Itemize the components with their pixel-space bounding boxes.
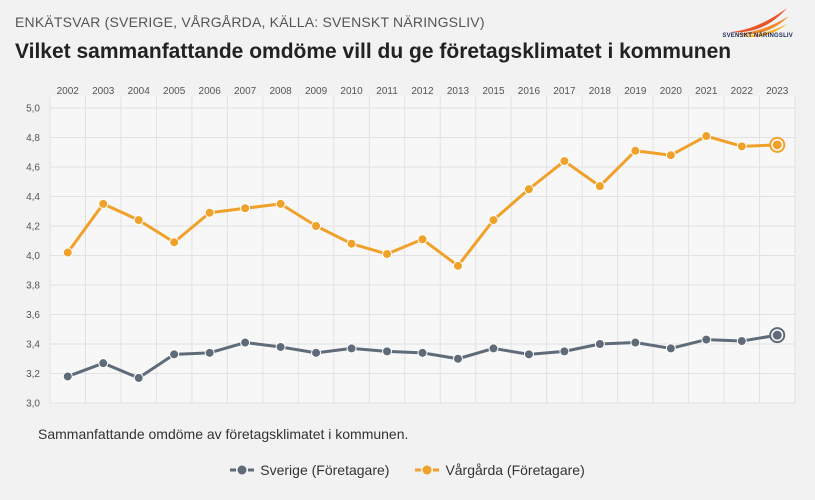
data-point-sverige [452,353,463,364]
y-tick-label: 4,6 [26,163,40,174]
data-point-vargarda [559,156,570,167]
x-tick-label: 2020 [660,86,683,97]
data-point-sverige [736,336,747,347]
data-point-sverige [240,337,251,348]
x-tick-label: 2023 [766,86,789,97]
legend-swatch-sverige-icon [230,465,255,475]
data-point-sverige [594,339,605,349]
x-tick-label: 2018 [589,86,612,97]
legend-item-sverige[interactable]: Sverige (Företagare) [230,462,389,478]
x-tick-label: 2017 [553,86,576,97]
x-tick-label: 2011 [376,86,398,97]
data-point-sverige [169,349,180,360]
data-point-sverige [523,349,534,360]
y-tick-label: 3,0 [26,399,40,410]
data-point-vargarda [169,237,180,248]
data-point-vargarda [594,181,605,192]
data-point-vargarda [452,260,463,271]
x-tick-label: 2006 [199,86,222,97]
data-point-sverige [382,346,393,357]
x-tick-label: 2007 [234,86,257,97]
svenskt-naringsliv-logo-icon [731,8,789,37]
data-point-vargarda [311,221,322,231]
data-point-vargarda [382,249,393,260]
y-tick-label: 5,0 [26,104,40,115]
data-point-sverige [559,346,570,357]
data-point-sverige [701,334,712,345]
data-point-vargarda [665,150,676,161]
x-tick-label: 2016 [518,86,541,97]
data-point-sverige [772,330,782,340]
x-tick-label: 2009 [305,86,328,97]
data-point-sverige [488,343,499,354]
data-point-sverige [311,347,322,358]
data-point-vargarda [275,198,286,209]
y-tick-label: 4,2 [26,222,40,233]
data-point-vargarda [62,247,73,258]
y-tick-label: 3,8 [26,281,40,292]
legend-swatch-vargarda-icon [415,465,440,475]
x-tick-label: 2022 [731,86,754,97]
x-tick-label: 2012 [411,86,434,97]
data-point-vargarda [417,234,428,245]
x-tick-label: 2019 [624,86,647,97]
data-point-sverige [275,341,286,352]
x-tick-label: 2002 [57,86,80,97]
data-point-vargarda [346,238,357,249]
x-tick-label: 2004 [128,86,151,97]
data-point-sverige [346,343,357,354]
y-tick-label: 3,2 [26,369,40,380]
data-point-sverige [204,347,215,358]
y-tick-label: 3,4 [26,340,40,351]
data-point-vargarda [240,203,251,214]
data-point-vargarda [630,145,641,156]
data-point-sverige [62,371,73,382]
data-point-vargarda [488,215,499,226]
y-tick-label: 3,6 [26,310,40,321]
legend-label-vargarda: Vårgårda (Företagare) [445,462,585,478]
data-point-vargarda [736,141,747,152]
y-tick-label: 4,4 [26,192,40,203]
data-point-sverige [133,372,144,383]
data-point-vargarda [204,207,215,218]
x-tick-label: 2010 [340,86,363,97]
data-point-vargarda [98,198,109,209]
data-point-sverige [417,347,428,358]
data-point-vargarda [772,140,782,150]
chart-caption: Sammanfattande omdöme av företagsklimate… [38,426,409,442]
legend-item-vargarda[interactable]: Vårgårda (Företagare) [415,462,585,478]
logo-text: SVENSKT NÄRINGSLIV [722,33,793,39]
x-tick-label: 2003 [92,86,115,97]
data-point-sverige [665,343,676,354]
data-point-vargarda [523,184,534,195]
legend-label-sverige: Sverige (Företagare) [260,462,390,478]
x-tick-label: 2013 [447,86,470,97]
x-tick-label: 2021 [695,86,718,97]
data-point-sverige [98,358,109,369]
data-point-sverige [630,337,641,348]
x-tick-label: 2008 [269,86,292,97]
data-point-vargarda [133,215,144,226]
chart-kicker: ENKÄTSVAR (SVERIGE, VÅRGÅRDA, KÄLLA: SVE… [15,14,485,30]
data-point-vargarda [701,131,712,142]
chart-title: Vilket sammanfattande omdöme vill du ge … [15,40,732,63]
y-tick-label: 4,0 [26,251,40,262]
x-tick-label: 2005 [163,86,186,97]
chart-legend: Sverige (Företagare) Vårgårda (Företagar… [0,462,815,478]
y-tick-label: 4,8 [26,133,40,144]
x-tick-label: 2015 [482,86,505,97]
